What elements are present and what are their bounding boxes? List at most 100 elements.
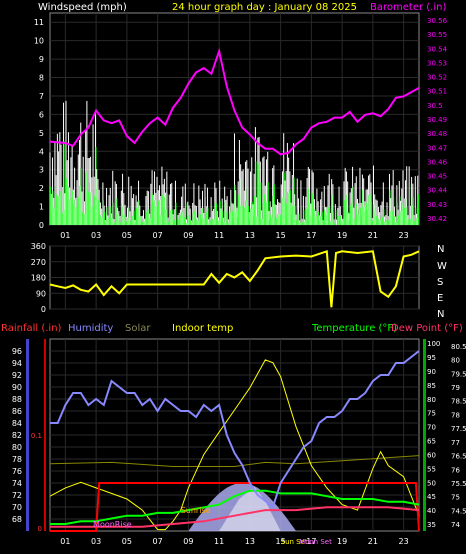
dewpoint-label: Dew Point (°F)	[391, 323, 463, 334]
x-tick-label: 19	[337, 231, 347, 240]
humidity-label: Humidity	[68, 323, 113, 334]
x-tick-label: 21	[368, 537, 378, 546]
humidity-y-tick-label: 96	[12, 347, 22, 356]
humidity-y-tick-label: 86	[12, 407, 22, 416]
indoor-y-tick-label: 75.5	[451, 480, 466, 488]
rainfall-line	[50, 482, 420, 532]
dir-letter-n-bottom: N	[437, 309, 444, 320]
humidity-line	[50, 350, 420, 509]
indoor-y-tick-label: 78	[451, 411, 460, 419]
baro-y-tick-label: 30.45	[427, 173, 447, 181]
dewpoint-line	[50, 506, 420, 528]
windspeed-barometer-panel: 0123456789101130.4230.4330.4430.4530.463…	[34, 12, 448, 240]
temperature-y-tick-label: 90	[427, 368, 436, 376]
temperature-y-tick-label: 65	[427, 438, 436, 446]
humidity-y-tick-label: 74	[12, 479, 22, 488]
temperature-y-tick-label: 60	[427, 451, 436, 459]
x-tick-label: 01	[60, 537, 70, 546]
temperature-y-tick-label: 100	[427, 340, 440, 348]
wind-direction-panel: 0 90 180 270 360	[31, 242, 420, 314]
baro-y-tick-label: 30.49	[427, 116, 447, 124]
dir-letter-e: E	[437, 293, 443, 304]
direction-y-tick-label: 180	[31, 274, 46, 283]
x-tick-label: 09	[183, 537, 193, 546]
indoor-y-tick-label: 78.5	[451, 398, 466, 406]
temperature-y-tick-label: 40	[427, 507, 436, 515]
indoor-y-tick-label: 79	[451, 384, 460, 392]
solar-radiation-peak	[219, 487, 281, 531]
humidity-y-tick-label: 80	[12, 443, 22, 452]
temperature-y-tick-label: 95	[427, 354, 436, 362]
direction-y-tick-label: 360	[31, 242, 46, 251]
wind-y-tick-label: 11	[34, 18, 44, 27]
x-tick-label: 15	[276, 537, 286, 546]
humidity-y-tick-label: 72	[12, 491, 22, 500]
solar-line	[49, 359, 420, 531]
dir-letter-w: W	[437, 261, 447, 272]
indoor-y-tick-label: 76	[451, 466, 460, 474]
rain-y-tick-label: 0.1	[31, 432, 42, 440]
temperature-y-tick-label: 70	[427, 424, 436, 432]
humidity-y-tick-label: 76	[12, 467, 22, 476]
humidity-y-tick-label: 94	[12, 359, 22, 368]
x-tick-label: 23	[399, 537, 409, 546]
temperature-y-tick-label: 50	[427, 479, 436, 487]
indoor-y-tick-label: 80.5	[451, 343, 466, 351]
baro-y-tick-label: 30.42	[427, 215, 447, 223]
temperature-y-tick-label: 35	[427, 521, 436, 529]
direction-y-tick-label: 270	[31, 258, 46, 267]
wind-y-tick-label: 5	[39, 129, 44, 138]
humidity-y-tick-label: 84	[12, 419, 22, 428]
dir-letter-n-top: N	[437, 244, 444, 255]
wind-y-tick-label: 3	[39, 166, 44, 175]
direction-y-tick-label: 0	[41, 305, 46, 314]
x-tick-label: 03	[91, 231, 101, 240]
wind-y-tick-label: 8	[39, 74, 44, 83]
x-tick-label: 11	[214, 537, 224, 546]
x-tick-label: 13	[245, 537, 255, 546]
sunset-annotation: Sun Set	[281, 538, 308, 546]
panel1-left-label: Windspeed (mph)	[38, 2, 127, 13]
x-tick-label: 17	[306, 231, 316, 240]
baro-y-tick-label: 30.52	[427, 74, 447, 82]
humidity-scale-bar	[26, 339, 29, 531]
indoor-y-tick-label: 77.5	[451, 425, 466, 433]
baro-y-tick-label: 30.5	[427, 102, 443, 110]
wind-y-tick-label: 0	[39, 221, 44, 230]
temperature-y-tick-label: 55	[427, 465, 436, 473]
x-tick-label: 11	[214, 231, 224, 240]
temperature-y-tick-label: 80	[427, 396, 436, 404]
x-tick-label: 15	[276, 231, 286, 240]
x-tick-label: 01	[60, 231, 70, 240]
direction-y-tick-label: 90	[36, 289, 46, 298]
humidity-y-tick-label: 78	[12, 455, 22, 464]
x-tick-label: 09	[183, 231, 193, 240]
temperature-scale-bar	[423, 339, 426, 531]
temperature-y-tick-label: 45	[427, 493, 436, 501]
solar-label: Solar	[125, 323, 151, 334]
moonrise-annotation: MoonRise	[93, 520, 132, 529]
baro-y-tick-label: 30.43	[427, 201, 447, 209]
wind-y-tick-label: 1	[39, 203, 44, 212]
wind-y-tick-label: 10	[34, 37, 44, 46]
indoor-y-tick-label: 80	[451, 357, 460, 365]
baro-y-tick-label: 30.51	[427, 88, 447, 96]
x-tick-label: 07	[153, 537, 163, 546]
wind-direction-line	[49, 249, 420, 308]
temperature-line	[50, 489, 420, 525]
humidity-y-tick-label: 88	[12, 395, 22, 404]
x-tick-label: 07	[153, 231, 163, 240]
rainfall-label: Rainfall (.in)	[1, 323, 62, 334]
indoor-y-tick-label: 74	[451, 521, 460, 529]
baro-y-tick-label: 30.56	[427, 17, 448, 25]
x-tick-label: 23	[399, 231, 409, 240]
indoor-y-tick-label: 74.5	[451, 507, 466, 515]
indoor-y-tick-label: 76.5	[451, 453, 466, 461]
wind-y-tick-label: 4	[39, 147, 44, 156]
indoor-y-tick-label: 77	[451, 439, 460, 447]
x-tick-label: 17	[306, 537, 316, 546]
panel1-right-label: Barometer (.in)	[370, 2, 446, 13]
humidity-y-tick-label: 90	[12, 383, 22, 392]
x-tick-label: 05	[122, 231, 132, 240]
